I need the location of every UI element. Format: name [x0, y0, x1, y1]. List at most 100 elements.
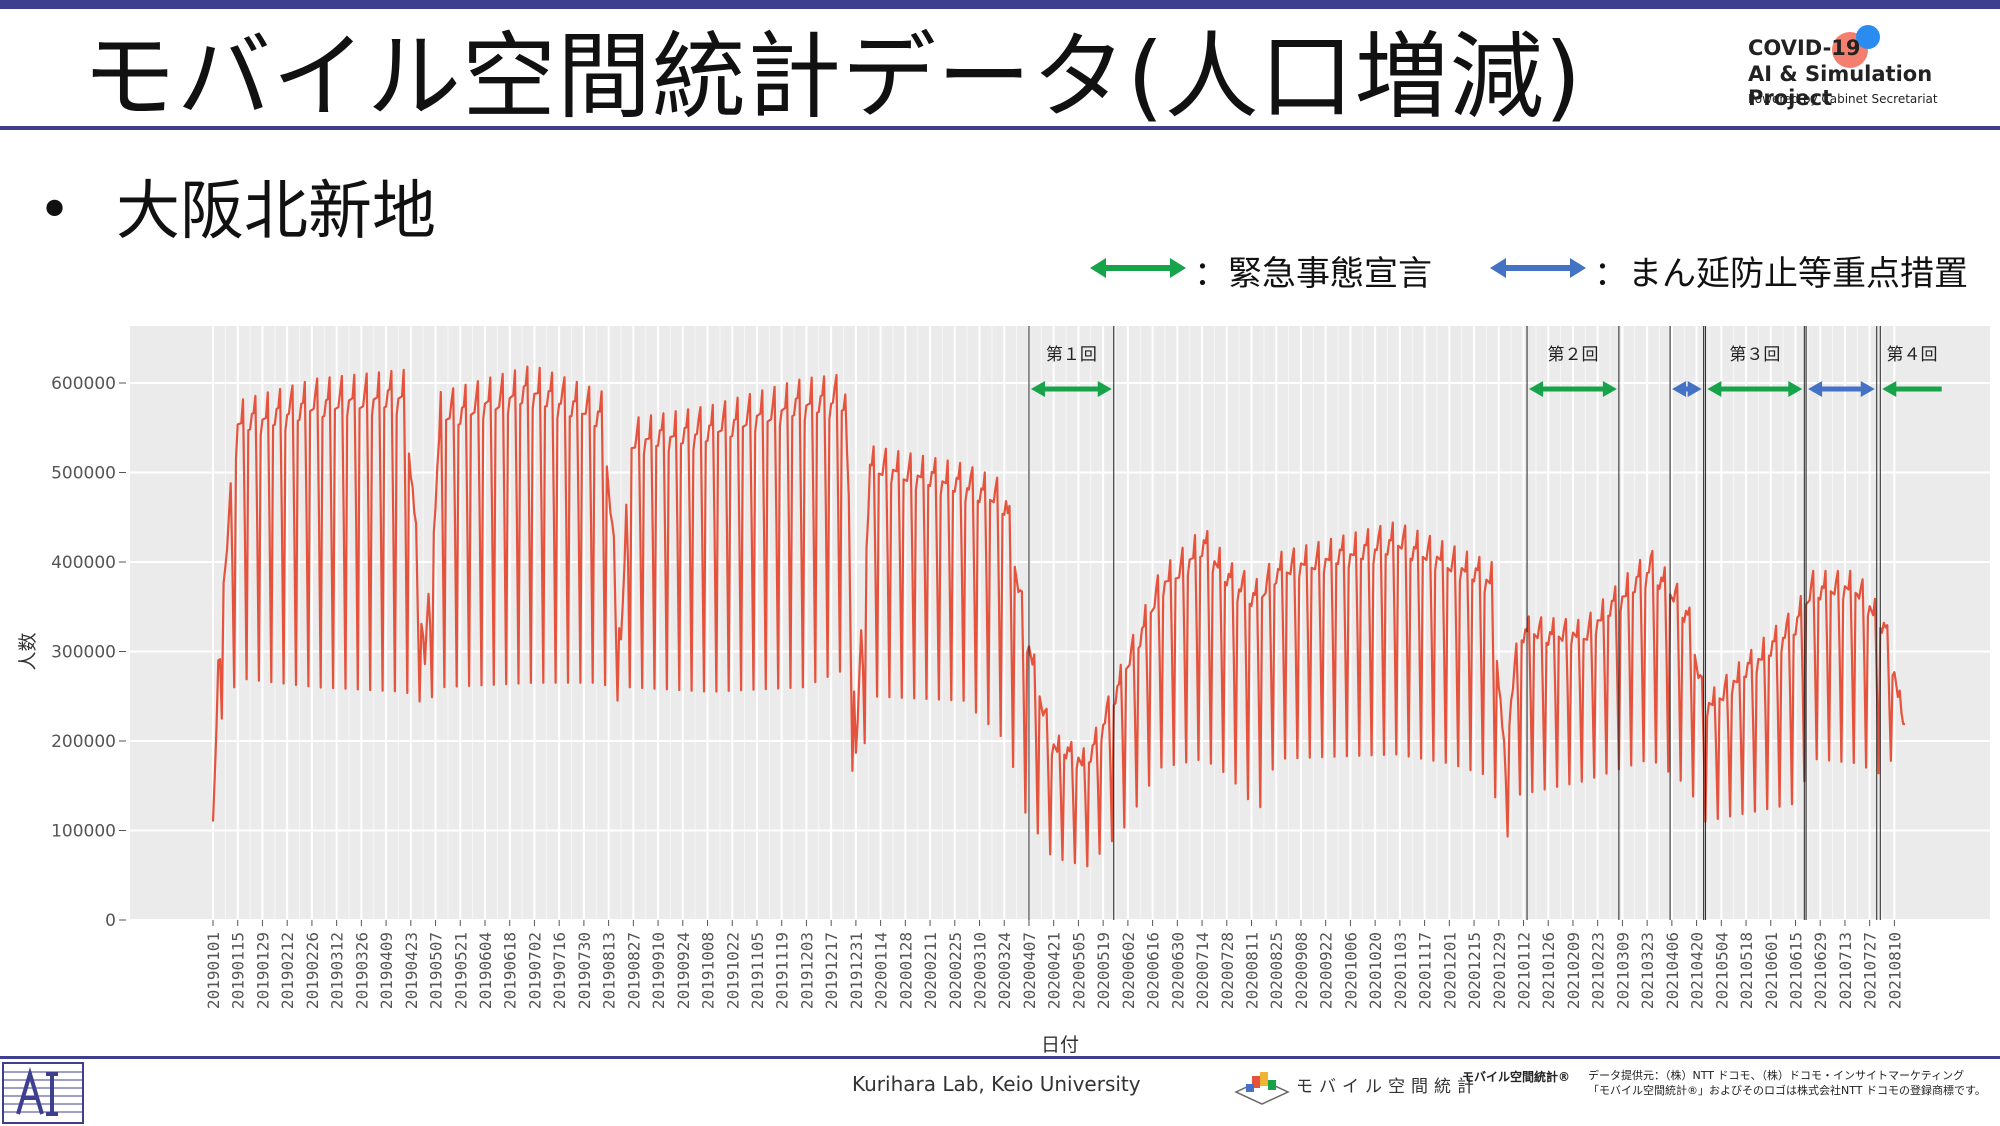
x-tick-label: 20191231	[847, 932, 866, 1009]
x-tick-label: 20191008	[699, 932, 718, 1009]
y-axis-label: 人数	[17, 632, 39, 670]
period-arrow-head-right	[1687, 381, 1702, 397]
x-tick-label: 20191217	[822, 932, 841, 1009]
x-tick-label: 20210713	[1836, 932, 1855, 1009]
x-tick-label: 20210112	[1515, 932, 1534, 1009]
x-tick-label: 20200602	[1119, 932, 1138, 1009]
x-tick-label: 20201006	[1341, 932, 1360, 1009]
logo-blue-dot-icon	[1856, 25, 1880, 49]
x-tick-label: 20200811	[1243, 932, 1262, 1009]
x-tick-label: 20200310	[971, 932, 990, 1009]
x-tick-label: 20201215	[1465, 932, 1484, 1009]
x-tick-label: 20191022	[723, 932, 742, 1009]
y-tick-label: 400000	[51, 553, 116, 573]
footer-credit: Kurihara Lab, Keio University	[852, 1072, 1141, 1096]
title-divider	[0, 126, 2000, 130]
x-tick-label: 20190129	[253, 932, 272, 1009]
x-tick-label: 20200114	[872, 932, 891, 1009]
logo-line2: AI & Simulation Project	[1748, 62, 1933, 110]
covid-ai-logo: COVID-19 AI & Simulation Project Powered…	[1748, 24, 1988, 124]
x-tick-label: 20191105	[748, 932, 767, 1009]
x-tick-label: 20191119	[773, 932, 792, 1009]
period-arrow-head-right	[1602, 381, 1617, 397]
x-tick-label: 20190226	[303, 932, 322, 1009]
x-tick-label: 20190702	[525, 932, 544, 1009]
x-tick-label: 20190521	[451, 932, 470, 1009]
x-tick-label: 20210223	[1589, 932, 1608, 1009]
period-arrow-head-right	[1097, 381, 1112, 397]
x-tick-label: 20210420	[1688, 932, 1707, 1009]
logo-line1: COVID-19	[1748, 36, 1861, 60]
y-tick-label: 200000	[51, 732, 116, 752]
x-tick-label: 20190716	[550, 932, 569, 1009]
x-tick-label: 20200407	[1020, 932, 1039, 1009]
logo-line3: Powered by Cabinet Secretariat	[1748, 92, 1938, 106]
top-accent-bar	[0, 0, 2000, 9]
x-tick-label: 20200225	[946, 932, 965, 1009]
period-arrow-head-left	[1882, 381, 1897, 397]
x-tick-label: 20210810	[1885, 932, 1904, 1009]
x-tick-label: 20190409	[377, 932, 396, 1009]
y-tick-label: 100000	[51, 822, 116, 842]
x-tick-label: 20210126	[1539, 932, 1558, 1009]
x-tick-label: 20190813	[600, 932, 619, 1009]
x-tick-label: 20190618	[501, 932, 520, 1009]
x-tick-label: 20210309	[1613, 932, 1632, 1009]
x-tick-label: 20190326	[352, 932, 371, 1009]
x-tick-label: 20200728	[1218, 932, 1237, 1009]
x-tick-label: 20201103	[1391, 932, 1410, 1009]
x-tick-label: 20190827	[624, 932, 643, 1009]
y-tick-label: 300000	[51, 643, 116, 663]
period-arrow-head-right	[1788, 381, 1803, 397]
x-tick-label: 20200519	[1094, 932, 1113, 1009]
x-tick-label: 20210209	[1564, 932, 1583, 1009]
x-tick-label: 20210323	[1638, 932, 1657, 1009]
x-axis-label: 日付	[1041, 1034, 1079, 1056]
x-tick-label: 20201201	[1440, 932, 1459, 1009]
x-tick-label: 20190924	[674, 932, 693, 1009]
x-tick-label: 20200128	[896, 932, 915, 1009]
x-tick-label: 20201020	[1366, 932, 1385, 1009]
x-tick-label: 20190507	[427, 932, 446, 1009]
x-tick-label: 20190730	[575, 932, 594, 1009]
x-tick-label: 20200421	[1045, 932, 1064, 1009]
legend-emergency-arrow-icon	[1090, 258, 1186, 278]
x-tick-label: 20210518	[1737, 932, 1756, 1009]
y-tick-label: 0	[105, 911, 116, 931]
bullet-icon: •	[38, 178, 72, 243]
x-tick-label: 20200324	[995, 932, 1014, 1009]
x-tick-label: 20190423	[402, 932, 421, 1009]
footer-divider	[0, 1056, 2000, 1059]
x-tick-label: 20200714	[1193, 932, 1212, 1009]
x-tick-label: 20200616	[1144, 932, 1163, 1009]
legend-emergency-label: ：緊急事態宣言	[1194, 254, 1432, 294]
period-arrow-head-left	[1707, 381, 1722, 397]
x-tick-label: 20210601	[1762, 932, 1781, 1009]
period-arrow-head-left	[1672, 381, 1687, 397]
x-tick-label: 20210615	[1786, 932, 1805, 1009]
x-tick-label: 20190604	[476, 932, 495, 1009]
x-tick-label: 20210727	[1861, 932, 1880, 1009]
x-tick-label: 20200630	[1168, 932, 1187, 1009]
x-tick-label: 20190101	[204, 932, 223, 1009]
x-tick-label: 20200922	[1317, 932, 1336, 1009]
x-tick-label: 20190115	[229, 932, 248, 1009]
mobile-stats-logo-text: モバイル空間統計	[1296, 1077, 1480, 1097]
lab-logo-icon	[2, 1062, 84, 1124]
provider-line1: データ提供元：（株）NTT ドコモ、（株）ドコモ・インサイトマーケティング	[1588, 1069, 1965, 1082]
x-tick-label: 20190910	[649, 932, 668, 1009]
period-arrow-head-left	[1808, 381, 1823, 397]
y-tick-label: 600000	[51, 374, 116, 394]
legend-priority-arrow-icon	[1490, 258, 1586, 278]
period-label: 第４回	[1886, 345, 1937, 365]
x-tick-label: 20191203	[797, 932, 816, 1009]
x-tick-label: 20210629	[1811, 932, 1830, 1009]
x-tick-label: 20210406	[1663, 932, 1682, 1009]
data-provider-note: データ提供元：（株）NTT ドコモ、（株）ドコモ・インサイトマーケティング 「モ…	[1588, 1068, 1986, 1098]
period-arrow-head-left	[1529, 381, 1544, 397]
x-tick-label: 20210504	[1712, 932, 1731, 1009]
slide-title: モバイル空間統計データ(人口増減)	[82, 23, 1583, 132]
x-tick-label: 20200211	[921, 932, 940, 1009]
x-tick-label: 20190212	[278, 932, 297, 1009]
legend-priority-label: ：まん延防止等重点措置	[1594, 254, 1968, 294]
